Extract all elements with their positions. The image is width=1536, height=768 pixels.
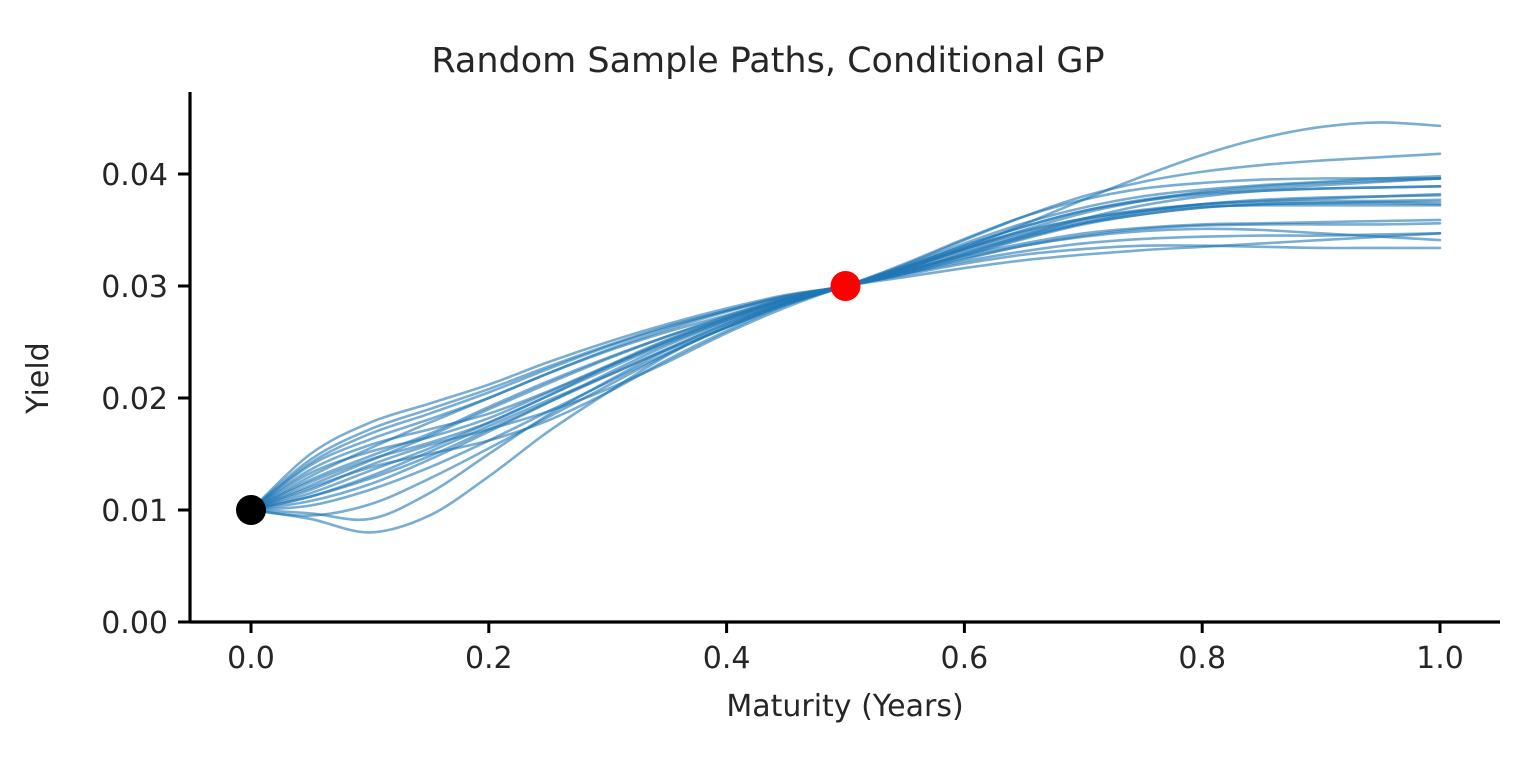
sample-path-line [249, 192, 1442, 512]
sample-path-line [249, 200, 1442, 512]
anchor-markers-group [236, 271, 861, 525]
y-tick-label: 0.01 [101, 494, 168, 529]
x-tick-label: 0.0 [227, 641, 275, 676]
y-axis-ticks: 0.00 0.01 0.02 0.03 0.04 [101, 158, 190, 641]
x-tick-label: 0.4 [703, 641, 751, 676]
sample-path-line [249, 201, 1442, 512]
sample-path-line [249, 177, 1442, 512]
y-axis-label: Yield [21, 342, 56, 414]
chart-title: Random Sample Paths, Conditional GP [431, 41, 1104, 81]
x-tick-label: 0.6 [941, 641, 989, 676]
sample-path-line [249, 203, 1442, 512]
y-tick-label: 0.02 [101, 382, 168, 417]
sample-path-line [249, 152, 1442, 522]
anchor-marker-observed-start [236, 495, 266, 525]
x-axis-label: Maturity (Years) [726, 689, 963, 724]
x-tick-label: 0.8 [1178, 641, 1226, 676]
y-tick-label: 0.00 [101, 606, 168, 641]
sample-path-line [249, 177, 1442, 512]
anchor-marker-observed-mid [830, 271, 861, 301]
sample-paths-group [249, 121, 1442, 534]
x-axis-ticks: 0.0 0.2 0.4 0.6 0.8 1.0 [227, 622, 1464, 676]
x-tick-label: 1.0 [1416, 641, 1464, 676]
y-tick-label: 0.03 [101, 270, 168, 305]
y-tick-label: 0.04 [101, 158, 168, 193]
x-tick-label: 0.2 [465, 641, 513, 676]
